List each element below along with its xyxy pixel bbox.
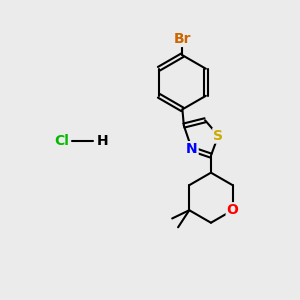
Text: O: O [227, 203, 239, 217]
Text: Br: Br [174, 32, 191, 46]
Text: Cl: Cl [54, 134, 69, 148]
Text: N: N [186, 142, 198, 156]
Text: H: H [97, 134, 109, 148]
Text: S: S [213, 129, 223, 142]
